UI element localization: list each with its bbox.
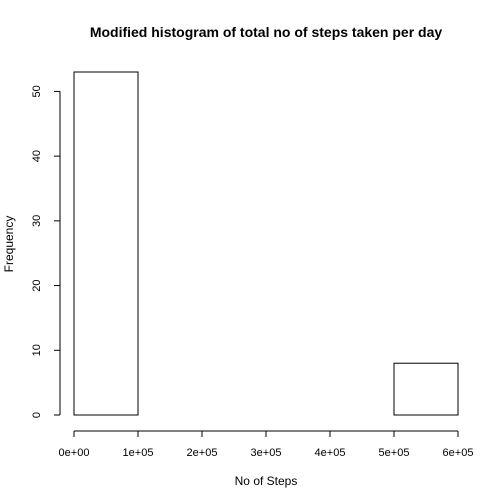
y-axis: 0 10 20 30 40 50 xyxy=(31,85,61,418)
x-tick-label: 0e+00 xyxy=(59,447,90,459)
x-tick-label: 6e+05 xyxy=(443,447,474,459)
y-tick-label: 10 xyxy=(31,344,43,356)
x-axis: 0e+00 1e+05 2e+05 3e+05 4e+05 5e+05 6e+05 xyxy=(59,430,474,459)
x-axis-label: No of Steps xyxy=(235,474,298,488)
bars-group xyxy=(73,71,459,416)
y-tick-label: 20 xyxy=(31,279,43,291)
y-tick-label: 30 xyxy=(31,215,43,227)
x-tick-label: 1e+05 xyxy=(123,447,154,459)
y-tick-label: 40 xyxy=(31,150,43,162)
histogram-bar xyxy=(73,71,139,416)
chart-title: Modified histogram of total no of steps … xyxy=(90,24,443,40)
x-tick-label: 4e+05 xyxy=(315,447,346,459)
x-tick-label: 3e+05 xyxy=(251,447,282,459)
histogram-bar xyxy=(393,362,459,416)
x-tick-label: 2e+05 xyxy=(187,447,218,459)
y-axis-label: Frequency xyxy=(2,216,16,273)
y-tick-label: 0 xyxy=(31,412,43,418)
y-tick-label: 50 xyxy=(31,85,43,97)
x-tick-label: 5e+05 xyxy=(379,447,410,459)
